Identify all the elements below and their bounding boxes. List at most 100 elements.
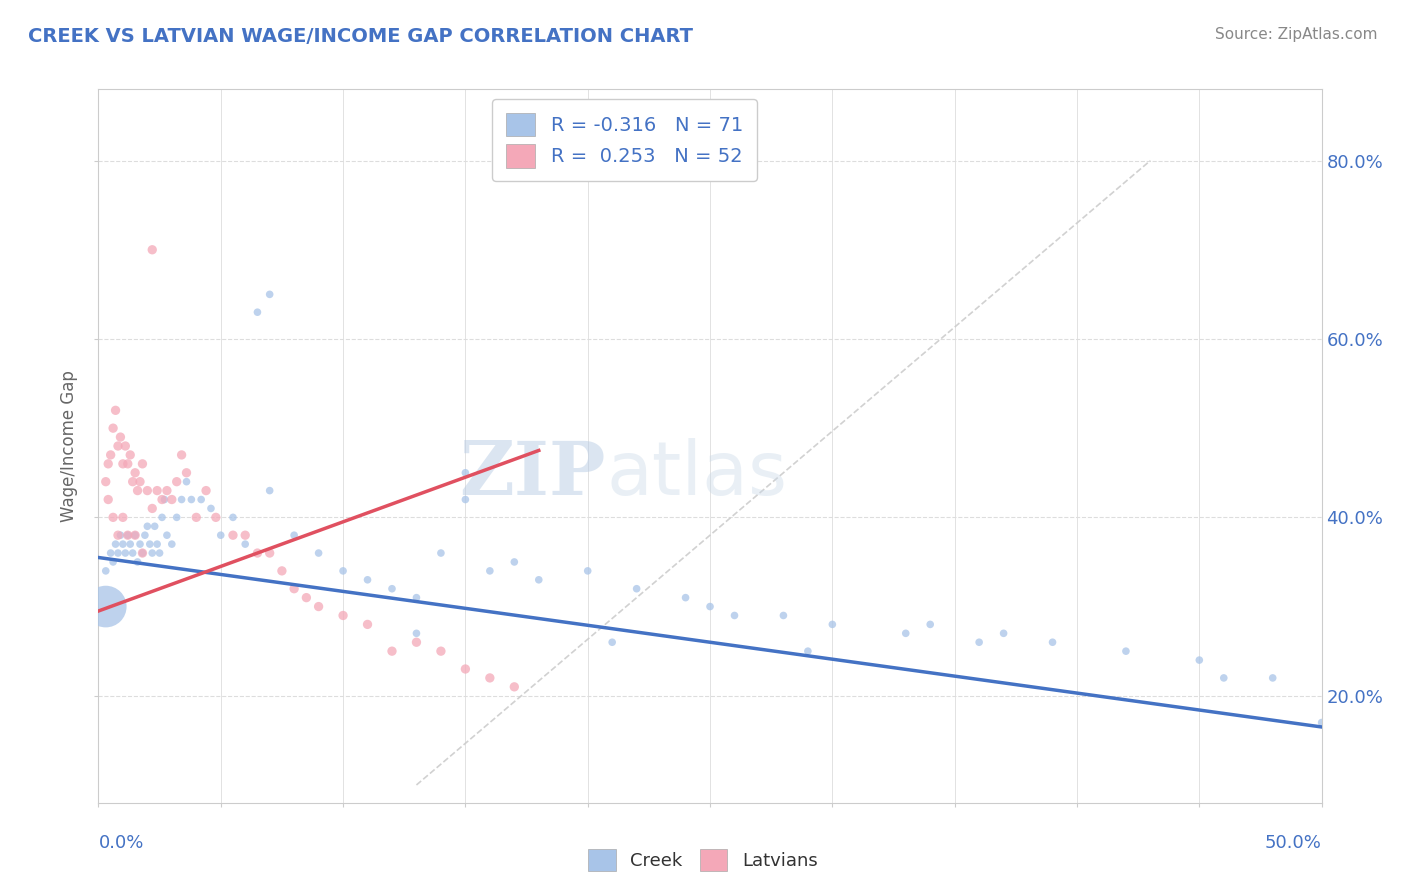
Point [139,537,162,551]
Point [454,662,477,676]
Point [121,475,143,489]
Point [127,483,149,498]
Text: atlas: atlas [606,438,787,511]
Point [967,635,990,649]
Point [1115,644,1137,658]
Point [205,510,228,524]
Point [97,492,120,507]
Text: ZIP: ZIP [460,438,606,511]
Point [259,546,281,560]
Point [131,546,153,560]
Point [723,608,745,623]
Point [110,430,132,444]
Point [233,528,256,542]
Point [283,528,305,542]
Point [129,475,152,489]
Point [117,528,139,542]
Point [246,305,269,319]
Point [107,439,129,453]
Point [124,466,146,480]
Point [107,528,129,542]
Point [332,564,354,578]
Point [283,582,305,596]
Point [699,599,721,614]
Point [503,555,526,569]
Point [308,546,330,560]
Point [141,243,163,257]
Point [136,519,159,533]
Point [233,537,256,551]
Legend: Creek, Latvians: Creek, Latvians [581,842,825,879]
Point [110,528,132,542]
Point [200,501,222,516]
Point [94,599,117,614]
Point [136,483,159,498]
Point [170,448,193,462]
Point [527,573,550,587]
Point [149,546,172,560]
Point [146,483,169,498]
Point [101,555,124,569]
Point [146,537,169,551]
Point [894,626,917,640]
Point [100,448,122,462]
Point [920,617,942,632]
Point [160,492,183,507]
Point [675,591,697,605]
Point [180,492,202,507]
Point [101,421,124,435]
Text: CREEK VS LATVIAN WAGE/INCOME GAP CORRELATION CHART: CREEK VS LATVIAN WAGE/INCOME GAP CORRELA… [28,27,693,45]
Point [821,617,844,632]
Point [222,528,245,542]
Point [170,492,193,507]
Point [576,564,599,578]
Point [478,564,501,578]
Point [141,546,163,560]
Point [308,599,330,614]
Point [1212,671,1234,685]
Point [124,528,146,542]
Point [97,457,120,471]
Point [772,608,794,623]
Point [405,626,427,640]
Point [94,475,117,489]
Point [430,546,453,560]
Point [356,617,378,632]
Point [176,475,198,489]
Point [1188,653,1211,667]
Point [156,528,179,542]
Point [430,644,453,658]
Point [134,528,156,542]
Point [124,528,146,542]
Point [454,492,477,507]
Point [150,510,173,524]
Legend: R = -0.316   N = 71, R =  0.253   N = 52: R = -0.316 N = 71, R = 0.253 N = 52 [492,99,756,181]
Point [107,546,129,560]
Point [246,546,269,560]
Point [600,635,623,649]
Text: 50.0%: 50.0% [1265,834,1322,852]
Point [295,591,318,605]
Point [100,546,122,560]
Point [332,608,354,623]
Y-axis label: Wage/Income Gap: Wage/Income Gap [60,370,79,522]
Point [190,492,212,507]
Point [478,671,501,685]
Point [797,644,820,658]
Point [129,537,152,551]
Point [111,457,134,471]
Point [121,546,143,560]
Point [993,626,1015,640]
Point [131,546,153,560]
Point [104,537,127,551]
Point [166,510,188,524]
Point [131,457,153,471]
Point [503,680,526,694]
Point [120,448,142,462]
Point [153,492,176,507]
Point [259,287,281,301]
Point [160,537,183,551]
Point [356,573,378,587]
Point [259,483,281,498]
Point [111,510,134,524]
